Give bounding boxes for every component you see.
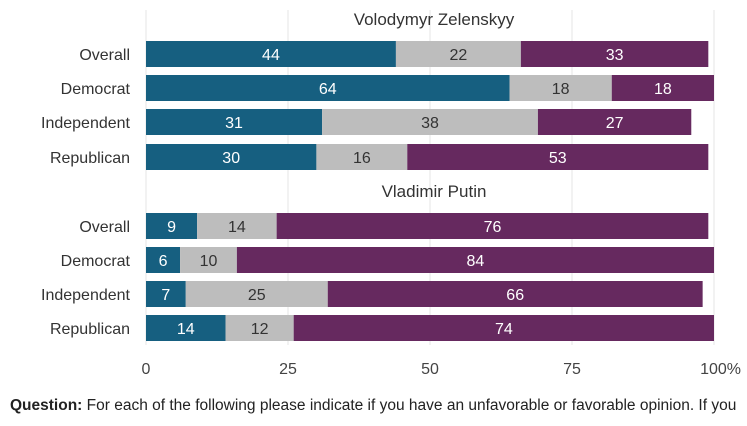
bar-segment-0-3-1 bbox=[316, 144, 408, 170]
data-label-0-2-2: 27 bbox=[606, 115, 624, 132]
bar-segment-1-2-1 bbox=[185, 281, 328, 307]
bar-segment-0-1-2 bbox=[611, 75, 714, 101]
bar-segment-1-2-2 bbox=[327, 281, 703, 307]
x-tick-label-0: 0 bbox=[142, 361, 151, 378]
bar-segment-0-2-0 bbox=[146, 109, 323, 135]
data-label-0-2-1: 38 bbox=[421, 115, 439, 132]
category-label-0-0: Overall bbox=[79, 47, 130, 64]
panel-title-1: Vladimir Putin bbox=[382, 182, 487, 201]
bar-segment-0-2-1 bbox=[322, 109, 538, 135]
data-label-1-2-1: 25 bbox=[248, 287, 266, 304]
data-label-1-1-0: 6 bbox=[159, 253, 168, 270]
bar-segment-1-1-1 bbox=[180, 247, 237, 273]
data-label-0-0-0: 44 bbox=[262, 47, 280, 64]
bar-segment-0-0-2 bbox=[520, 41, 709, 67]
category-label-1-3: Republican bbox=[50, 321, 130, 338]
data-label-0-1-2: 18 bbox=[654, 81, 672, 98]
category-label-0-3: Republican bbox=[50, 150, 130, 167]
bar-segment-0-0-0 bbox=[146, 41, 396, 67]
bar-segment-1-0-1 bbox=[197, 213, 277, 239]
data-label-1-3-0: 14 bbox=[177, 321, 195, 338]
bar-segment-0-1-0 bbox=[146, 75, 510, 101]
data-label-1-0-2: 76 bbox=[484, 219, 502, 236]
bar-segment-1-3-2 bbox=[293, 315, 714, 341]
bar-segment-0-1-1 bbox=[509, 75, 612, 101]
category-label-1-0: Overall bbox=[79, 219, 130, 236]
data-label-0-0-1: 22 bbox=[450, 47, 468, 64]
data-label-0-0-2: 33 bbox=[606, 47, 624, 64]
category-label-0-2: Independent bbox=[41, 115, 131, 132]
question-footer: Question: For each of the following plea… bbox=[10, 396, 737, 426]
data-label-0-3-0: 30 bbox=[222, 150, 240, 167]
x-tick-label-4: 100% bbox=[700, 361, 741, 378]
bar-segment-0-0-1 bbox=[395, 41, 521, 67]
bar-segment-1-1-0 bbox=[146, 247, 181, 273]
bar-segment-1-1-2 bbox=[236, 247, 714, 273]
x-tick-label-2: 50 bbox=[421, 361, 439, 378]
data-label-0-1-0: 64 bbox=[319, 81, 337, 98]
bar-segment-0-3-2 bbox=[407, 144, 709, 170]
bar-segment-1-0-0 bbox=[146, 213, 198, 239]
question-text: For each of the following please indicat… bbox=[86, 397, 737, 414]
data-label-0-1-1: 18 bbox=[552, 81, 570, 98]
panel-title-0: Volodymyr Zelenskyy bbox=[354, 10, 515, 29]
data-label-1-3-2: 74 bbox=[495, 321, 513, 338]
data-label-1-1-1: 10 bbox=[200, 253, 218, 270]
data-label-0-3-1: 16 bbox=[353, 150, 371, 167]
bar-segment-1-0-2 bbox=[276, 213, 709, 239]
bar-segment-1-3-0 bbox=[146, 315, 226, 341]
bar-segment-0-2-2 bbox=[537, 109, 692, 135]
data-label-0-2-0: 31 bbox=[225, 115, 243, 132]
bar-segment-0-3-0 bbox=[146, 144, 317, 170]
data-label-1-0-0: 9 bbox=[167, 219, 176, 236]
data-label-1-2-2: 66 bbox=[506, 287, 524, 304]
bar-segment-1-3-1 bbox=[225, 315, 294, 341]
stacked-bar-chart: Volodymyr Zelenskyy Overall 44 22 33 Democrat… bbox=[41, 10, 741, 378]
data-label-1-1-2: 84 bbox=[467, 253, 485, 270]
x-tick-label-1: 25 bbox=[279, 361, 297, 378]
data-label-1-3-1: 12 bbox=[251, 321, 269, 338]
data-label-1-2-0: 7 bbox=[161, 287, 170, 304]
data-label-0-3-2: 53 bbox=[549, 150, 567, 167]
category-label-0-1: Democrat bbox=[61, 81, 131, 98]
category-label-1-1: Democrat bbox=[61, 253, 131, 270]
question-label: Question: bbox=[10, 397, 83, 414]
bar-segment-1-2-0 bbox=[146, 281, 186, 307]
x-tick-label-3: 75 bbox=[563, 361, 581, 378]
data-label-1-0-1: 14 bbox=[228, 219, 246, 236]
category-label-1-2: Independent bbox=[41, 287, 131, 304]
